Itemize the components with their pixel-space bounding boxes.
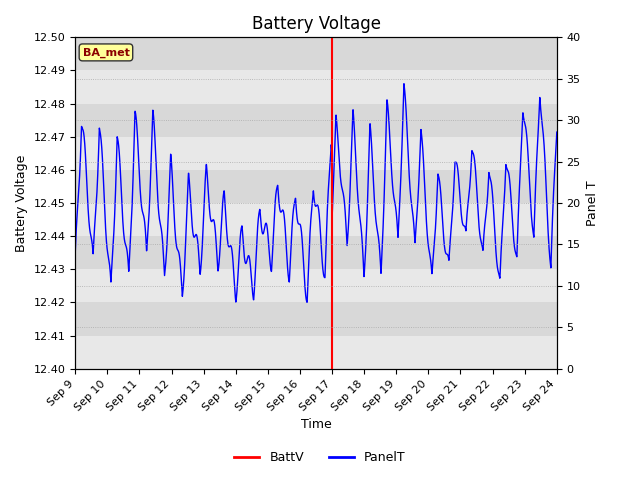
Text: BA_met: BA_met	[83, 47, 129, 58]
Bar	[76, 302, 557, 336]
Bar	[76, 37, 557, 71]
Legend: BattV, PanelT: BattV, PanelT	[229, 446, 411, 469]
Bar	[76, 269, 557, 302]
Bar	[76, 170, 557, 203]
Y-axis label: Battery Voltage: Battery Voltage	[15, 154, 28, 252]
Bar	[76, 336, 557, 369]
X-axis label: Time: Time	[301, 419, 332, 432]
Bar	[76, 137, 557, 170]
Bar	[76, 203, 557, 236]
Y-axis label: Panel T: Panel T	[586, 180, 599, 226]
Bar	[76, 104, 557, 137]
Title: Battery Voltage: Battery Voltage	[252, 15, 381, 33]
Bar	[76, 236, 557, 269]
Bar	[76, 71, 557, 104]
